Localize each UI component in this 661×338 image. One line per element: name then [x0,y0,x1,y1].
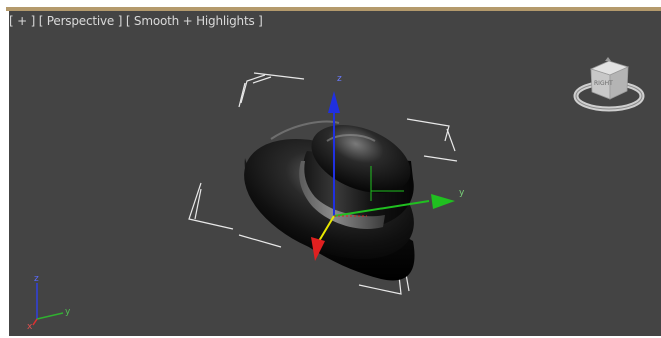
tripod-z-label: z [34,274,39,284]
viewport-label-menu: [ + ] [ Perspective ] [ Smooth + Highlig… [9,14,263,28]
tripod-y-label: y [65,307,71,317]
viewcube-box[interactable]: RIGHT [589,60,630,100]
gizmo-y-arrow[interactable] [431,194,455,209]
hat-crown-top [311,125,411,193]
scene-canvas[interactable]: z y z y x [9,11,661,336]
viewcube-home-icon[interactable] [605,57,611,61]
viewport-view-menu[interactable]: [ Perspective ] [38,14,123,28]
hat-crown-highlight [326,134,376,142]
viewport-general-menu[interactable]: [ + ] [9,14,36,28]
move-gizmo[interactable]: z y [311,74,465,261]
hat-band [299,161,385,229]
gizmo-z-arrow[interactable] [328,91,340,113]
axis-tripod: z y x [27,274,71,332]
perspective-viewport[interactable]: [ + ] [ Perspective ] [ Smooth + Highlig… [9,11,661,336]
gizmo-x-arrow[interactable] [311,237,325,261]
hat-model[interactable] [226,112,433,283]
viewport-shading-menu[interactable]: [ Smooth + Highlights ] [125,14,263,28]
viewcube-face-label: RIGHT [594,80,613,87]
tripod-x-label: x [27,322,33,332]
gizmo-y-label: y [459,188,465,198]
viewport-frame-highlight [6,7,661,11]
selection-bracket [188,72,458,295]
gizmo-z-label: z [337,74,342,84]
viewcube[interactable]: RIGHT [564,49,654,124]
